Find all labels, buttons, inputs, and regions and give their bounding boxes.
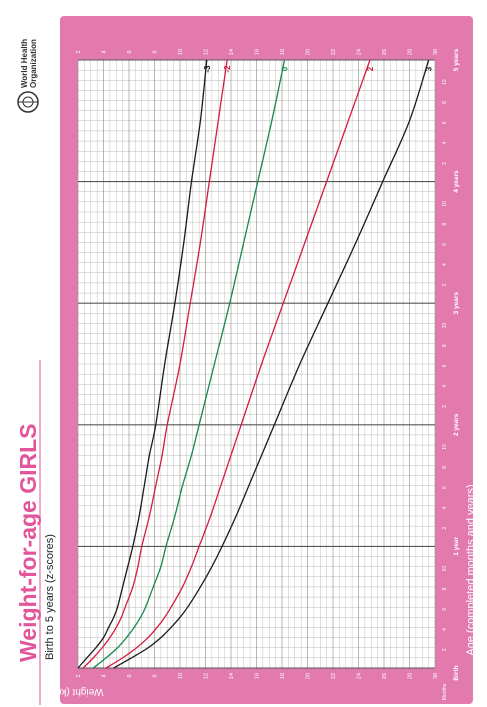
weight-tick-label-bottom: 4 <box>102 674 108 677</box>
weight-tick-label-bottom: 18 <box>280 673 286 679</box>
month-tick-label: 2 <box>442 162 448 165</box>
x-axis-label: Age (completed months and years) <box>465 484 477 655</box>
weight-tick-label-top: 14 <box>229 49 235 55</box>
month-tick-label: 2 <box>442 648 448 651</box>
weight-ticks: 2244668810101212141416161818202022222424… <box>76 49 439 679</box>
year-tick-label: Birth <box>453 665 460 680</box>
year-tick-label: 2 years <box>453 413 460 436</box>
page-subtitle: Birth to 5 years (z-scores) <box>44 534 56 660</box>
weight-tick-label-top: 6 <box>127 50 133 53</box>
weight-tick-label-bottom: 2 <box>76 674 82 677</box>
weight-tick-label-bottom: 12 <box>204 673 210 679</box>
weight-tick-label-bottom: 10 <box>178 673 184 679</box>
month-tick-label: 4 <box>442 628 448 631</box>
month-tick-label: 6 <box>442 364 448 367</box>
z-score-line-3 <box>113 59 430 669</box>
month-tick-label: 10 <box>442 201 448 207</box>
weight-tick-label-bottom: 8 <box>153 674 159 677</box>
month-tick-label: 2 <box>442 405 448 408</box>
year-tick-label: 1 year <box>453 537 460 556</box>
weight-tick-label-top: 12 <box>204 49 210 55</box>
month-ticks: 2 4 6 8 10 2 4 6 8 10 2 4 6 8 10 2 4 6 8 10 2 4 6 8 10 Birth 1 yea… <box>442 48 460 700</box>
weight-tick-label-top: 2 <box>76 50 82 53</box>
weight-tick-label-top: 20 <box>306 49 312 55</box>
month-tick-label: 10 <box>442 322 448 328</box>
page-title: Weight-for-age GIRLS <box>15 423 41 662</box>
month-tick-label: 6 <box>442 243 448 246</box>
grid-lines <box>77 59 436 669</box>
month-tick-label: 4 <box>442 263 448 266</box>
z-score-line-0 <box>92 59 286 669</box>
weight-tick-label-top: 8 <box>153 50 159 53</box>
weight-tick-label-bottom: 6 <box>127 674 133 677</box>
month-tick-label: 10 <box>442 79 448 85</box>
weight-tick-label-bottom: 20 <box>306 673 312 679</box>
weight-tick-label-bottom: 14 <box>229 673 235 679</box>
z-score-label--3: -3 <box>203 65 212 73</box>
weight-tick-label-top: 24 <box>357 49 363 55</box>
month-tick-label: 10 <box>442 444 448 450</box>
month-tick-label: 10 <box>442 566 448 572</box>
month-tick-label: 8 <box>442 587 448 590</box>
org-name-line1: World Health <box>20 39 29 88</box>
month-tick-label: 2 <box>442 527 448 530</box>
z-score-line--3 <box>77 59 208 669</box>
weight-tick-label-bottom: 24 <box>357 673 363 679</box>
z-score-labels: 3 2 0 -2 -3 <box>203 65 434 73</box>
month-tick-label: 6 <box>442 608 448 611</box>
weight-tick-label-top: 26 <box>382 49 388 55</box>
month-tick-label: 2 <box>442 283 448 286</box>
org-name-line2: Organization <box>29 39 38 88</box>
z-score-line--2 <box>82 59 228 669</box>
year-tick-label: 5 years <box>453 48 460 71</box>
weight-tick-label-top: 4 <box>102 50 108 53</box>
weight-tick-label-top: 28 <box>408 49 414 55</box>
month-tick-label: 4 <box>442 141 448 144</box>
month-tick-label: 4 <box>442 385 448 388</box>
weight-tick-label-top: 22 <box>331 49 337 55</box>
weight-tick-label-bottom: 16 <box>255 673 261 679</box>
month-tick-label: 8 <box>442 101 448 104</box>
month-tick-label: 4 <box>442 506 448 509</box>
weight-tick-label-bottom: 28 <box>408 673 414 679</box>
z-score-label-3: 3 <box>425 66 434 71</box>
weight-tick-label-bottom: 26 <box>382 673 388 679</box>
weight-tick-label-top: 18 <box>280 49 286 55</box>
year-tick-label: 3 years <box>453 292 460 315</box>
month-tick-label: 8 <box>442 344 448 347</box>
z-score-label-0: 0 <box>281 66 290 71</box>
z-score-line-2 <box>105 59 371 669</box>
month-tick-label: 6 <box>442 121 448 124</box>
weight-tick-label-top: 16 <box>255 49 261 55</box>
z-score-label-2: 2 <box>366 66 375 71</box>
weight-tick-label-bottom: 22 <box>331 673 337 679</box>
month-tick-label: 8 <box>442 223 448 226</box>
month-tick-label: 6 <box>442 486 448 489</box>
z-score-label--2: -2 <box>223 65 232 73</box>
month-tick-label: 8 <box>442 466 448 469</box>
y-axis-label: Weight (kg) <box>53 686 104 697</box>
weight-tick-label-top: 10 <box>178 49 184 55</box>
year-tick-label: 4 years <box>453 170 460 193</box>
weight-tick-label-top: 30 <box>433 49 439 55</box>
z-score-curves <box>77 59 430 669</box>
months-axis-start-label: Months <box>442 683 448 700</box>
who-logo: World Health Organization <box>17 39 39 113</box>
weight-tick-label-bottom: 30 <box>433 673 439 679</box>
